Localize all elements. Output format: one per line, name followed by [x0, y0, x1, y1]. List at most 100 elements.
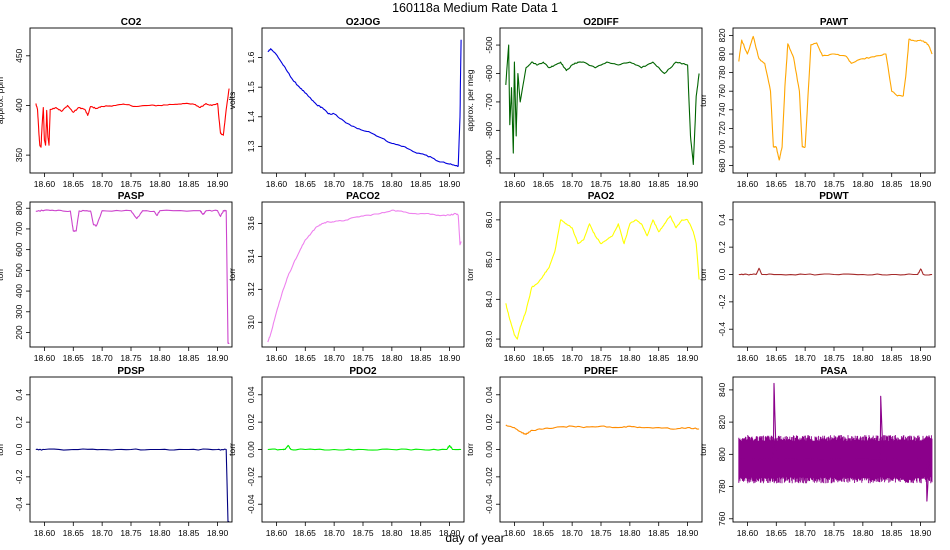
y-tick-label: 800	[717, 447, 727, 461]
y-tick-label: 450	[14, 48, 24, 62]
x-tick-label: 18.65	[63, 353, 85, 363]
x-tick-label: 18.60	[266, 528, 288, 538]
x-tick-label: 18.80	[852, 179, 874, 189]
x-tick-label: 18.70	[92, 353, 114, 363]
y-axis-label: torr	[0, 268, 5, 281]
plot-frame	[261, 201, 465, 348]
x-tick-label: 18.90	[207, 179, 229, 189]
x-tick-label: 18.60	[266, 353, 288, 363]
y-tick-label: 200	[14, 325, 24, 339]
chart-title: CO2	[121, 17, 142, 28]
x-tick-label: 18.70	[92, 528, 114, 538]
y-axis-label: torr	[465, 268, 475, 281]
x-tick-label: 18.75	[120, 179, 142, 189]
x-tick-label: 18.70	[92, 179, 114, 189]
x-tick-label: 18.85	[178, 528, 200, 538]
y-tick-label: 400	[14, 98, 24, 112]
x-tick-label: 18.80	[149, 353, 171, 363]
x-tick-label: 18.75	[823, 353, 845, 363]
x-tick-label: 18.85	[410, 353, 432, 363]
x-tick-label: 18.65	[295, 528, 317, 538]
x-tick-label: 18.65	[295, 353, 317, 363]
x-tick-label: 18.70	[324, 179, 346, 189]
y-tick-label: 316	[246, 216, 256, 230]
y-tick-label: 800	[717, 47, 727, 61]
x-tick-label: 18.85	[410, 179, 432, 189]
y-axis-label: torr	[698, 94, 708, 107]
x-tick-label: 18.90	[439, 528, 461, 538]
y-axis-label: torr	[227, 443, 237, 456]
x-tick-label: 18.60	[266, 179, 288, 189]
y-tick-label: 0.04	[484, 386, 494, 403]
y-tick-label: 780	[717, 479, 727, 493]
y-tick-label: 1.3	[246, 140, 256, 152]
x-tick-label: 18.85	[648, 528, 670, 538]
y-tick-label: -0.04	[246, 494, 256, 514]
y-tick-label: 820	[717, 28, 727, 42]
x-tick-label: 18.60	[504, 179, 526, 189]
x-tick-label: 18.70	[562, 179, 584, 189]
y-tick-label: 1.5	[246, 81, 256, 93]
y-axis-label: approx. ppm	[0, 77, 5, 124]
plot-frame	[732, 376, 936, 523]
x-tick-label: 18.65	[533, 353, 555, 363]
chart-o2jog: O2JOG volts 18.60 18.65 18.70 18.75 18.80 18.85…	[227, 17, 465, 189]
chart-pdwt: PDWT torr 18.60 18.65 18.70 18.75 18.80 18.85 18…	[698, 191, 936, 363]
series-line	[267, 39, 462, 167]
chart-title: PDREF	[584, 366, 618, 377]
y-tick-label: -0.02	[246, 467, 256, 487]
x-axis-label: day of year	[445, 531, 505, 545]
y-axis-label: torr	[0, 443, 5, 456]
y-tick-label: 740	[717, 102, 727, 116]
plot-frame	[29, 27, 233, 174]
y-tick-label: 0.4	[717, 214, 727, 226]
x-tick-label: 18.75	[590, 528, 612, 538]
y-tick-label: 840	[717, 383, 727, 397]
y-tick-label: 760	[717, 84, 727, 98]
series-line	[738, 35, 933, 161]
x-tick-label: 18.90	[677, 179, 699, 189]
y-tick-label: 720	[717, 121, 727, 135]
x-tick-label: 18.65	[766, 528, 788, 538]
x-tick-label: 18.70	[795, 528, 817, 538]
plot-frame	[29, 201, 233, 348]
y-axis-label: torr	[698, 443, 708, 456]
x-tick-label: 18.80	[381, 353, 403, 363]
y-tick-label: 86.0	[484, 211, 494, 228]
x-tick-label: 18.65	[533, 179, 555, 189]
y-tick-label: 0.2	[14, 416, 24, 428]
y-tick-label: -0.02	[484, 467, 494, 487]
y-tick-label: 300	[14, 304, 24, 318]
plot-frame	[499, 376, 703, 523]
x-tick-label: 18.75	[352, 528, 374, 538]
y-tick-label: 83.0	[484, 331, 494, 348]
chart-title: PDSP	[117, 366, 145, 377]
x-tick-label: 18.85	[410, 528, 432, 538]
y-tick-label: 780	[717, 65, 727, 79]
y-tick-label: -900	[484, 150, 494, 167]
x-tick-label: 18.60	[737, 353, 759, 363]
x-tick-label: 18.90	[677, 353, 699, 363]
chart-title: PAWT	[820, 17, 848, 28]
x-tick-label: 18.80	[381, 528, 403, 538]
x-tick-label: 18.65	[533, 528, 555, 538]
y-tick-label: -700	[484, 93, 494, 110]
y-tick-label: 312	[246, 282, 256, 296]
x-tick-label: 18.90	[910, 179, 932, 189]
y-tick-label: 314	[246, 249, 256, 263]
chart-o2diff: O2DIFF approx. per meg 18.60 18.65 18.70 18.7…	[465, 17, 703, 189]
chart-pdo2: PDO2 torr 18.60 18.65 18.70 18.75 18.80 18.85 18…	[227, 366, 465, 538]
x-tick-label: 18.80	[852, 353, 874, 363]
chart-title: PASP	[118, 191, 145, 202]
x-tick-label: 18.85	[881, 528, 903, 538]
chart-title: O2JOG	[346, 17, 381, 28]
y-tick-label: -600	[484, 65, 494, 82]
series-line	[267, 209, 462, 343]
x-tick-label: 18.75	[823, 528, 845, 538]
y-tick-label: -0.4	[717, 322, 727, 337]
y-tick-label: 350	[14, 148, 24, 162]
x-tick-label: 18.85	[648, 179, 670, 189]
x-tick-label: 18.60	[34, 528, 56, 538]
plot-frame	[732, 27, 936, 174]
x-tick-label: 18.65	[63, 528, 85, 538]
